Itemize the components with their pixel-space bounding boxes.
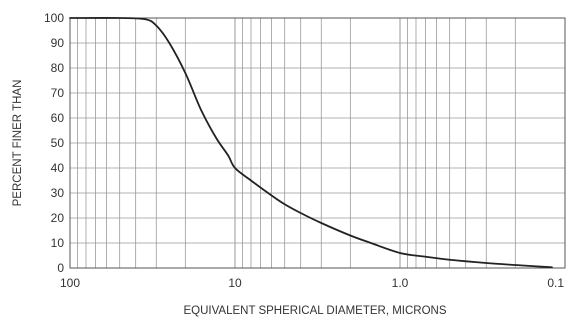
y-tick-label: 50	[51, 136, 65, 150]
x-axis-tick-labels: 100 10 1.0 0.1	[60, 276, 564, 290]
y-axis-title: PERCENT FINER THAN	[12, 80, 24, 207]
y-tick-label: 60	[51, 111, 65, 125]
y-axis-tick-labels: 0 10 20 30 40 50 60 70 80 90 100	[44, 11, 64, 275]
y-tick-label: 30	[51, 186, 65, 200]
x-axis-title: EQUIVALENT SPHERICAL DIAMETER, MICRONS	[183, 305, 446, 317]
x-tick-label: 10	[228, 276, 242, 290]
horizontal-grid-lines	[70, 17, 565, 269]
y-tick-label: 20	[51, 211, 65, 225]
y-tick-label: 40	[51, 161, 65, 175]
plot-area-border	[69, 17, 566, 269]
x-tick-label: 100	[60, 276, 80, 290]
series-layer	[69, 17, 553, 269]
cumulative-size-curve	[69, 17, 553, 269]
x-tick-label: 1.0	[392, 276, 409, 290]
y-tick-label: 90	[51, 36, 65, 50]
y-tick-label: 70	[51, 86, 65, 100]
y-tick-label: 10	[51, 236, 65, 250]
y-tick-label: 80	[51, 61, 65, 75]
y-tick-label: 100	[44, 11, 64, 25]
y-tick-label: 0	[57, 261, 64, 275]
x-tick-label: 0.1	[547, 276, 564, 290]
